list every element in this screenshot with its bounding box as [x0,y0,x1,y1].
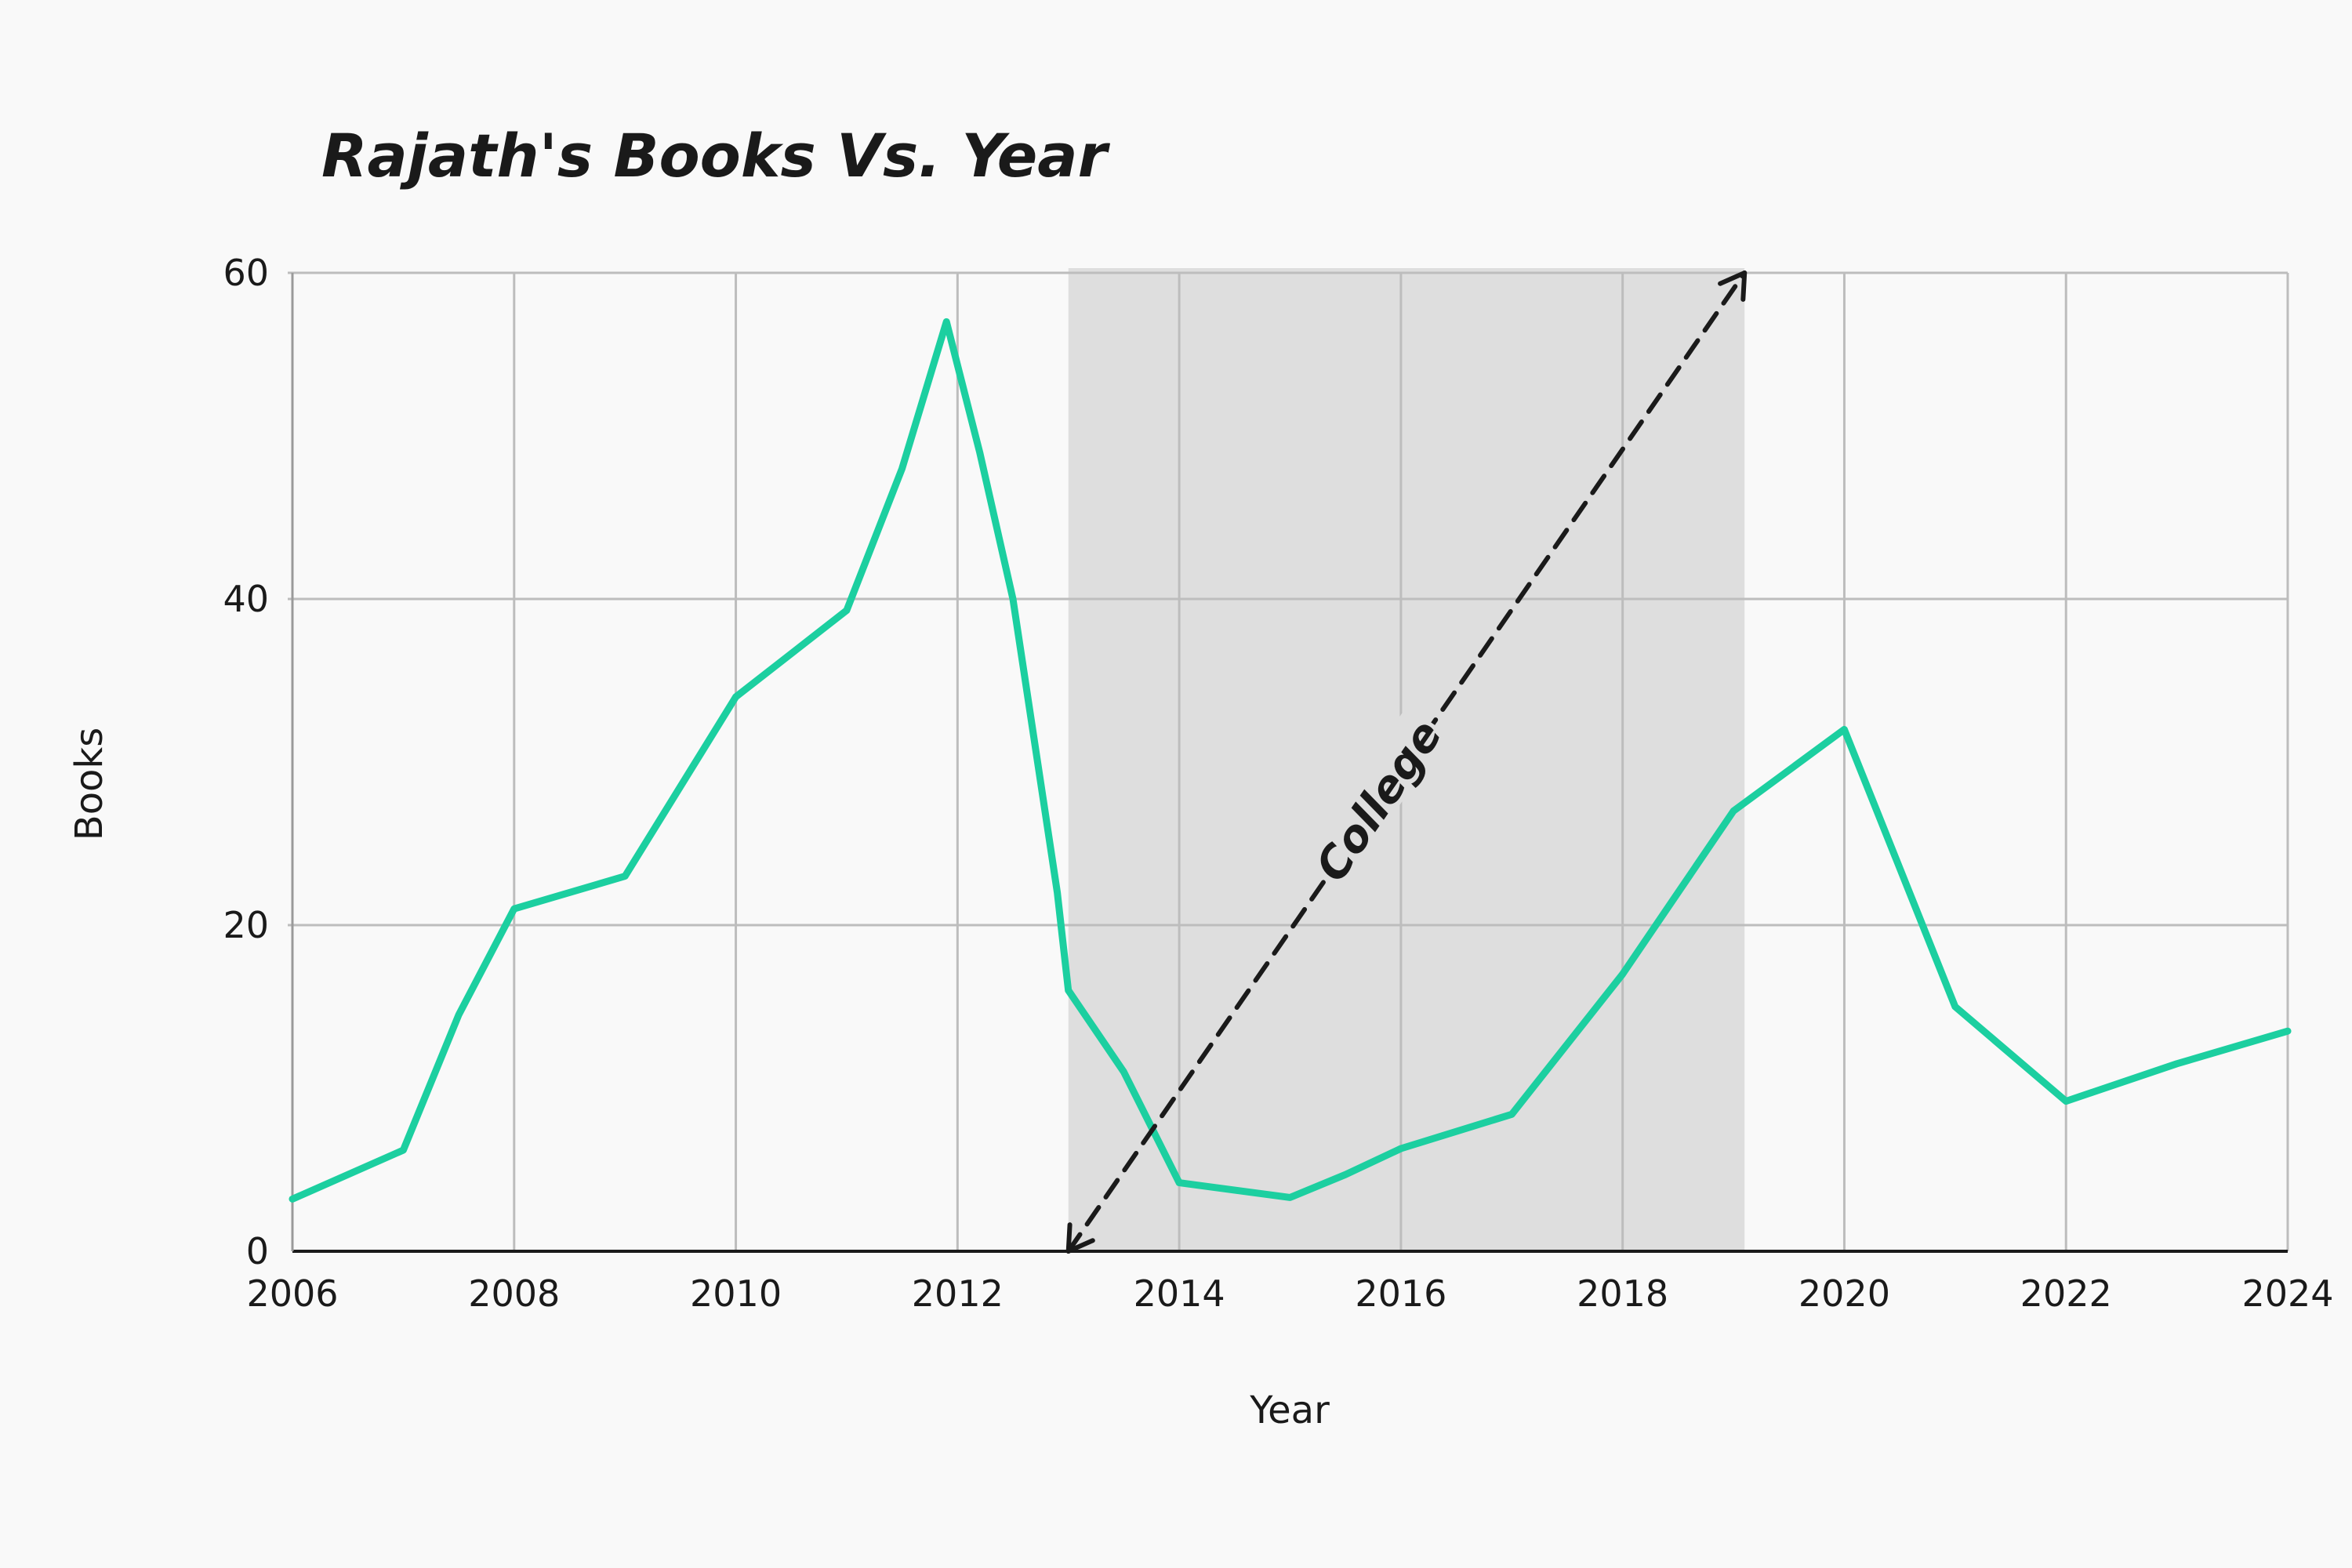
x-tick-label-2008: 2008 [468,1272,560,1315]
chart-title: Rajath's Books Vs. Year [321,121,1111,191]
y-tick-label-20: 20 [223,904,269,946]
y-tick-label-60: 60 [223,252,269,294]
x-tick-label-2022: 2022 [2020,1272,2112,1315]
y-axis-label: Books [67,728,111,840]
annotation-arrowhead-end [1718,270,1748,302]
y-tick-label-0: 0 [246,1230,269,1272]
grid-layer [288,271,2289,1251]
x-tick-label-2012: 2012 [912,1272,1004,1315]
x-tick-label-2014: 2014 [1134,1272,1225,1315]
x-tick-label-2024: 2024 [2241,1272,2333,1315]
annotation-label-bg [1300,706,1449,890]
label-layer: Rajath's Books Vs. Year Year Books [67,121,1330,1432]
x-axis-label: Year [1249,1388,1330,1432]
series-line-0 [289,318,2292,1203]
axis-layer: 2006 2008 2010 2012 2014 2016 2018 2020 2022 2024… [223,252,2333,1315]
x-tick-label-2010: 2010 [690,1272,782,1315]
series-layer [289,318,2292,1203]
x-tick-label-2016: 2016 [1355,1272,1446,1315]
x-tick-label-2018: 2018 [1577,1272,1668,1315]
x-tick-label-2006: 2006 [246,1272,338,1315]
annotation-arrowhead-start [1065,1222,1095,1254]
x-tick-label-2020: 2020 [1798,1272,1890,1315]
y-tick-label-40: 40 [223,578,269,620]
